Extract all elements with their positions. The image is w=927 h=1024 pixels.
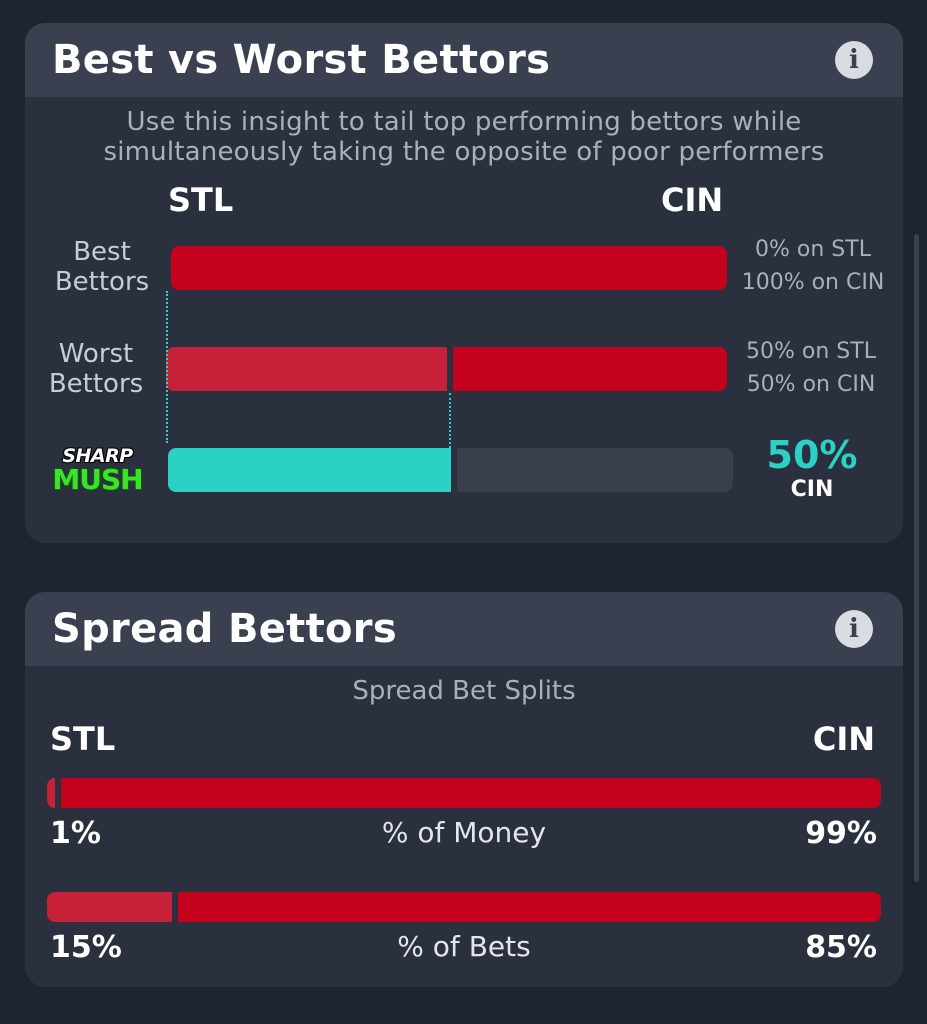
- best-label-line-1: Best: [73, 237, 131, 267]
- worst-bettors-label: Worst Bettors: [31, 339, 161, 399]
- money-split-bar: [47, 778, 881, 808]
- spread-team-right: CIN: [812, 720, 875, 758]
- spread-team-left: STL: [50, 720, 116, 758]
- subtitle-line-1: Use this insight to tail top performing …: [126, 107, 802, 137]
- sharp-mush-pct: 50%: [766, 433, 858, 477]
- best-worst-card: Best vs Worst Bettors i Use this insight…: [25, 23, 903, 543]
- bets-cin-pct: 85%: [805, 930, 877, 965]
- best-stl-pct-text: 0% on STL: [755, 237, 871, 262]
- sharp-mush-logo-top: SHARP: [62, 445, 133, 467]
- team-right-label: CIN: [661, 181, 724, 219]
- worst-label-line-2: Bettors: [48, 369, 144, 399]
- bets-stl-pct: 15%: [50, 930, 122, 965]
- spread-title: Spread Bettors: [52, 606, 397, 652]
- best-bar-cin-segment: [171, 246, 727, 290]
- spread-header: Spread Bettors i: [25, 592, 903, 666]
- spread-card: Spread Bettors i Spread Bet Splits STL C…: [25, 592, 903, 987]
- best-label-line-2: Bettors: [54, 267, 150, 297]
- worst-bar-stl-segment: [166, 347, 447, 391]
- bets-label: % of Bets: [397, 930, 531, 963]
- sharp-mush-fill: [168, 448, 451, 492]
- best-cin-pct-text: 100% on CIN: [741, 270, 885, 295]
- bets-divider: [172, 892, 178, 922]
- best-bettors-label: Best Bettors: [37, 237, 167, 297]
- spread-caption: Spread Bet Splits: [352, 676, 576, 706]
- subtitle-line-2: simultaneously taking the opposite of po…: [103, 137, 825, 167]
- worst-stl-pct-text: 50% on STL: [746, 339, 876, 364]
- best-worst-header: Best vs Worst Bettors i: [25, 23, 903, 97]
- money-stl-pct: 1%: [50, 816, 101, 851]
- best-worst-subtitle: Use this insight to tail top performing …: [25, 107, 903, 167]
- worst-bar-cin-segment: [453, 347, 727, 391]
- sharp-mush-result: 50% CIN: [747, 433, 877, 502]
- money-stl-segment: [47, 778, 55, 808]
- info-icon[interactable]: i: [835, 41, 873, 79]
- sharp-mush-remaining: [457, 448, 733, 492]
- bets-stl-segment: [47, 892, 172, 922]
- worst-bar-divider: [447, 347, 453, 391]
- sharp-mush-logo: SHARP MUSH: [45, 447, 150, 494]
- money-cin-pct: 99%: [805, 816, 877, 851]
- info-icon[interactable]: i: [835, 610, 873, 648]
- dotted-guide-left: [166, 291, 168, 443]
- best-worst-title: Best vs Worst Bettors: [52, 37, 551, 83]
- team-left-label: STL: [168, 181, 234, 219]
- scrollbar[interactable]: [914, 234, 919, 882]
- worst-cin-pct-text: 50% on CIN: [746, 372, 876, 397]
- worst-bettors-split: 50% on STL 50% on CIN: [731, 335, 891, 401]
- sharp-mush-logo-bottom: MUSH: [52, 463, 143, 496]
- worst-label-line-1: Worst: [58, 339, 134, 369]
- money-cin-segment: [61, 778, 881, 808]
- best-bettors-split: 0% on STL 100% on CIN: [733, 233, 893, 299]
- bets-cin-segment: [178, 892, 881, 922]
- dotted-guide-mid: [449, 393, 451, 448]
- money-label: % of Money: [381, 816, 547, 849]
- worst-bettors-bar: [166, 347, 727, 391]
- bets-split-bar: [47, 892, 881, 922]
- sharp-mush-team: CIN: [790, 477, 834, 502]
- best-bettors-bar: [171, 246, 727, 290]
- money-divider: [55, 778, 61, 808]
- sharp-mush-divider: [451, 448, 457, 492]
- sharp-mush-bar: [168, 448, 733, 492]
